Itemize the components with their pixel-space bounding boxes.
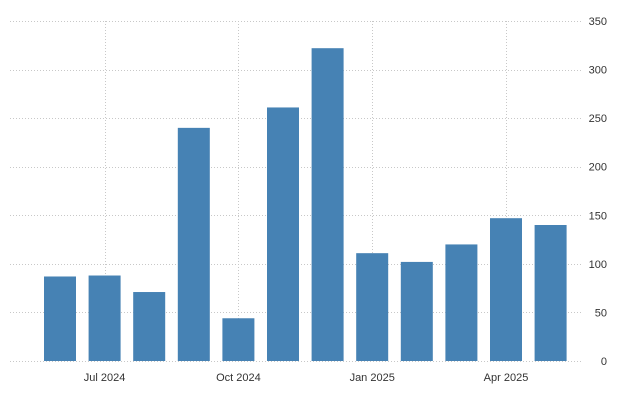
bar-2025-01	[356, 253, 389, 361]
y-tick-label: 300	[589, 65, 607, 77]
x-tick-label: Jan 2025	[350, 372, 395, 384]
x-tick-label: Jul 2024	[84, 372, 126, 384]
y-tick-label: 250	[589, 113, 607, 125]
y-tick-label: 50	[595, 307, 607, 319]
bar-2024-09	[177, 127, 210, 361]
y-tick-label: 0	[601, 356, 607, 368]
y-tick-label: 150	[589, 210, 607, 222]
bar-2024-12	[311, 48, 344, 361]
x-axis-tick-labels: Jul 2024 Oct 2024 Jan 2025 Apr 2025	[84, 372, 529, 384]
bar-2024-10	[222, 318, 255, 361]
bar-2025-04	[490, 218, 522, 361]
bar-2025-05	[534, 225, 567, 361]
y-tick-label: 350	[589, 16, 607, 28]
y-axis-tick-labels: 0 50 100 150 200 250 300 350	[589, 16, 607, 368]
y-tick-label: 200	[589, 162, 607, 174]
bar-2024-07	[88, 275, 121, 361]
y-tick-label: 100	[589, 259, 607, 271]
bar-2024-06	[44, 276, 76, 361]
bar-2025-03	[445, 244, 478, 361]
bars	[44, 48, 567, 361]
bar-2025-02	[400, 261, 433, 361]
bar-2024-11	[267, 107, 299, 361]
x-tick-label: Apr 2025	[484, 372, 529, 384]
x-tick-label: Oct 2024	[216, 372, 261, 384]
bar-2024-08	[133, 292, 166, 361]
